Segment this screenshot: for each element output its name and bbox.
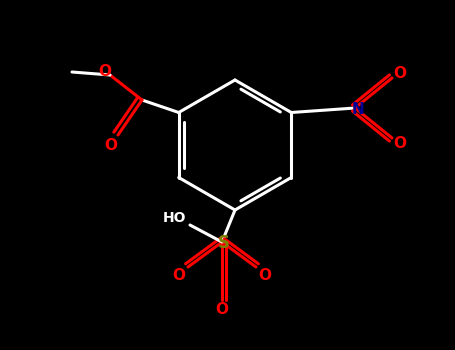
Text: O: O (98, 63, 111, 78)
Text: O: O (172, 267, 186, 282)
Text: O: O (216, 302, 228, 317)
Text: HO: HO (162, 211, 186, 225)
Text: O: O (394, 65, 406, 80)
Text: O: O (258, 267, 272, 282)
Text: O: O (394, 136, 406, 152)
Text: O: O (105, 138, 117, 153)
Text: N: N (352, 103, 364, 118)
Text: S: S (218, 234, 230, 252)
